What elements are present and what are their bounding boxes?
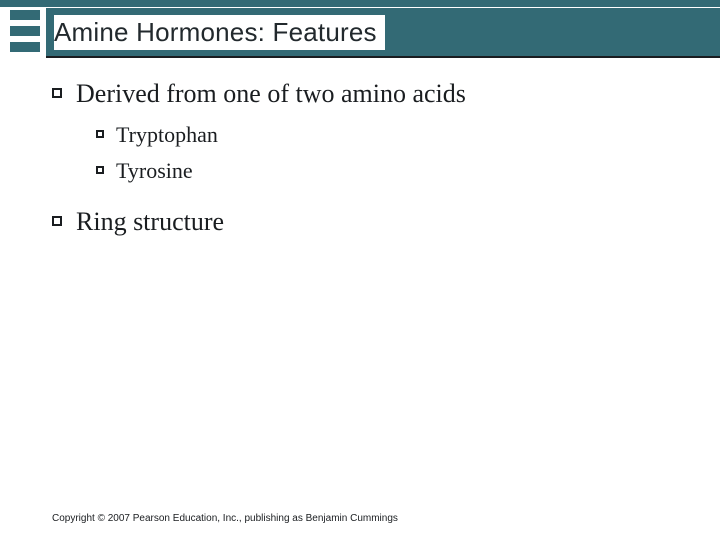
- list-item: Tryptophan: [96, 121, 700, 150]
- bullet-square-icon: [96, 130, 104, 138]
- bullet-text: Derived from one of two amino acids: [76, 78, 466, 111]
- slide-header: Amine Hormones: Features: [0, 0, 720, 62]
- slide-title: Amine Hormones: Features: [54, 17, 377, 47]
- bullet-square-icon: [96, 166, 104, 174]
- slide-content: Derived from one of two amino acids Tryp…: [52, 78, 700, 248]
- bullet-text: Tryptophan: [116, 121, 218, 150]
- list-item: Tyrosine: [96, 157, 700, 186]
- title-band: Amine Hormones: Features: [46, 8, 720, 56]
- header-underline: [46, 56, 720, 58]
- bullet-text: Ring structure: [76, 206, 224, 239]
- list-item: Ring structure: [52, 206, 700, 239]
- copyright-footer: Copyright © 2007 Pearson Education, Inc.…: [52, 513, 398, 524]
- header-top-strip: [0, 0, 720, 7]
- bullet-text: Tyrosine: [116, 157, 193, 186]
- bullet-square-icon: [52, 216, 62, 226]
- bullet-square-icon: [52, 88, 62, 98]
- logo-icon: [10, 10, 40, 52]
- list-item: Derived from one of two amino acids: [52, 78, 700, 111]
